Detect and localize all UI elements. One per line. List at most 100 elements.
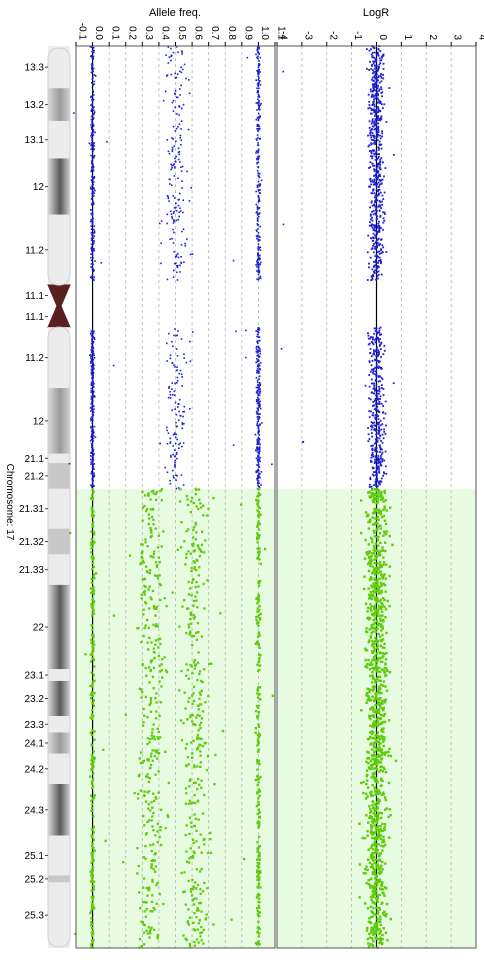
- af-point: [255, 536, 259, 539]
- af-point: [152, 723, 155, 726]
- x-tick-label: 0.9: [242, 26, 253, 40]
- af-point: [192, 604, 195, 607]
- af-point: [90, 591, 93, 595]
- af-point: [171, 146, 174, 149]
- logr-point: [381, 937, 384, 941]
- band-21-1: [48, 453, 70, 464]
- af-point: [91, 444, 93, 446]
- x-tick-label: 0.5: [176, 26, 187, 40]
- af-point: [156, 840, 159, 844]
- af-point: [89, 458, 92, 461]
- logr-point: [382, 53, 385, 56]
- af-point: [157, 730, 161, 734]
- logr-point: [379, 455, 382, 457]
- band-21-31: [48, 488, 70, 529]
- logr-point: [378, 329, 381, 332]
- af-point: [206, 887, 209, 890]
- af-point: [187, 128, 190, 131]
- q-arm-outline: [47, 326, 71, 948]
- logr-point: [367, 520, 370, 524]
- af-point: [92, 531, 96, 534]
- af-point: [144, 844, 147, 848]
- logr-point: [366, 830, 369, 833]
- af-point: [92, 643, 96, 646]
- af-point: [93, 395, 96, 397]
- af-point: [174, 90, 177, 92]
- logr-point: [375, 442, 377, 444]
- af-point: [138, 946, 141, 949]
- af-point: [158, 222, 161, 225]
- af-point: [174, 256, 177, 258]
- af-point: [152, 607, 156, 610]
- logr-point: [373, 484, 376, 487]
- af-point: [92, 761, 95, 764]
- af-point: [176, 96, 179, 99]
- logr-point: [371, 538, 374, 541]
- logr-point: [379, 828, 382, 831]
- af-point: [152, 928, 156, 931]
- logr-point: [373, 124, 376, 127]
- af-point: [255, 470, 258, 473]
- logr-point: [378, 563, 382, 567]
- af-point: [154, 614, 157, 617]
- logr-point: [374, 654, 377, 657]
- af-point: [256, 471, 259, 473]
- logr-point: [376, 910, 380, 913]
- logr-point: [370, 201, 373, 204]
- logr-point: [375, 189, 378, 191]
- logr-point: [378, 65, 380, 68]
- af-point: [91, 856, 94, 859]
- af-point: [209, 837, 212, 841]
- logr-point: [377, 237, 380, 240]
- af-point: [203, 741, 207, 745]
- logr-point: [377, 460, 380, 463]
- af-point: [156, 625, 159, 628]
- af-point: [170, 163, 173, 166]
- logr-point: [376, 366, 379, 369]
- af-point: [92, 242, 95, 245]
- af-point: [174, 466, 176, 468]
- af-point: [168, 387, 170, 390]
- af-point: [255, 597, 258, 601]
- logr-point: [372, 474, 375, 477]
- logr-point: [373, 861, 376, 865]
- band-11-1: [47, 305, 71, 328]
- logr-point: [370, 816, 373, 819]
- af-point: [91, 262, 94, 265]
- af-point: [256, 487, 259, 491]
- af-point: [176, 354, 179, 357]
- af-point: [189, 802, 193, 805]
- af-point: [175, 206, 177, 209]
- af-point: [257, 866, 260, 869]
- af-point: [92, 349, 94, 352]
- af-point: [258, 911, 262, 914]
- logr-point: [376, 275, 379, 277]
- logr-point: [389, 814, 392, 817]
- af-point: [187, 580, 190, 584]
- logr-point: [375, 734, 378, 737]
- af-point: [90, 762, 93, 766]
- logr-point: [379, 936, 382, 940]
- logr-point: [382, 500, 385, 503]
- af-point: [173, 219, 175, 221]
- af-point: [259, 698, 262, 701]
- logr-point: [378, 200, 381, 202]
- af-point: [136, 872, 139, 875]
- logr-point: [377, 181, 380, 184]
- logr-point: [373, 139, 376, 142]
- af-point: [179, 192, 181, 195]
- af-point: [255, 348, 258, 351]
- af-point: [182, 228, 185, 231]
- af-point: [154, 865, 158, 868]
- af-point: [254, 942, 258, 945]
- af-point: [142, 613, 145, 616]
- af-point: [194, 492, 197, 496]
- af-point: [149, 928, 152, 931]
- af-point: [171, 388, 173, 390]
- af-point: [257, 863, 261, 866]
- af-point: [257, 536, 260, 540]
- logr-point: [373, 352, 376, 355]
- logr-point: [380, 333, 383, 336]
- af-point: [189, 887, 193, 891]
- logr-point: [378, 366, 381, 369]
